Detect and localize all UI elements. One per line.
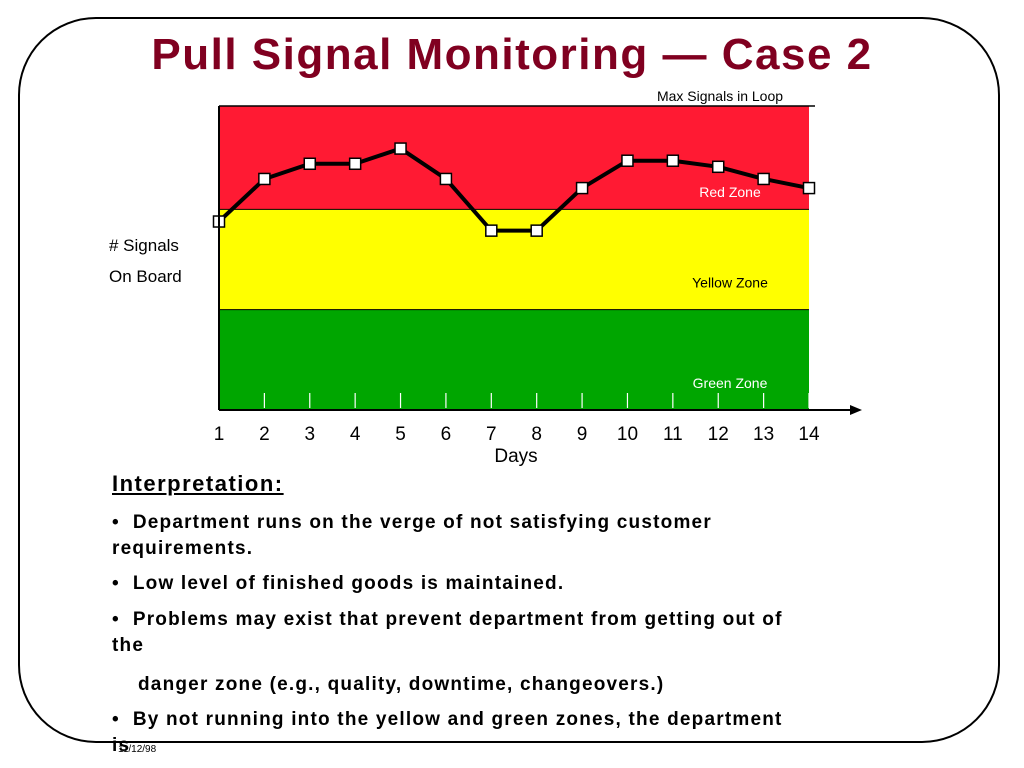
data-point [757,172,770,186]
bullet-item: • By not running into the yellow and gre… [112,707,912,759]
zone-label: Red Zone [699,184,761,200]
bullet-item: • Department runs on the verge of not sa… [112,510,912,562]
x-tick-label: 8 [531,424,542,445]
zone-band [219,209,809,310]
x-tick-label: 6 [441,424,452,445]
x-tick-label: 13 [753,424,774,445]
bullet-item-continued: danger zone (e.g., quality, downtime, ch… [138,672,938,698]
bullet-text: danger zone (e.g., quality, downtime, ch… [138,674,665,695]
bullet-text: By not running into the yellow and green… [132,709,783,730]
bullet-text: Department runs on the verge of not sati… [132,512,712,533]
data-point [711,160,725,174]
x-axis-label: Days [494,446,537,467]
x-tick-label: 12 [708,424,729,445]
data-point [348,157,362,171]
bullet-text-continued: is [112,735,131,757]
bullet-text: Low level of finished goods is maintaine… [132,573,565,594]
bullet-item: • Problems may exist that prevent depart… [112,607,912,659]
bullet-text-continued: the [112,635,145,657]
bullet-marker: • [112,709,120,730]
x-tick-label: 10 [617,424,638,445]
bullet-marker: • [112,573,120,594]
series-line [217,146,810,233]
bullet-text: Problems may exist that prevent departme… [132,609,783,630]
data-point [530,224,543,237]
data-point [802,181,816,195]
bullet-marker: • [112,512,120,533]
x-tick-label: 1 [214,424,225,445]
x-tick-label: 2 [259,424,270,445]
bullet-text-continued: requirements. [112,538,254,560]
data-point [258,172,271,186]
slide-frame [18,17,1000,743]
x-tick-label: 14 [798,424,820,445]
footer-date: 11/12/98 [118,744,157,755]
data-point [394,142,407,155]
max-signals-label: Max Signals in Loop [657,88,783,104]
zone-label: Green Zone [693,375,768,391]
data-point [621,154,634,167]
y-axis-label-line-2: On Board [109,267,182,286]
zone-band [219,106,809,210]
x-tick-label: 11 [663,424,683,445]
data-point [575,181,589,195]
x-axis-arrow [850,405,862,415]
zone-band [219,309,809,410]
x-tick-label: 9 [577,424,588,445]
x-tick-label: 4 [350,424,361,445]
bullet-marker: • [112,609,120,630]
x-tick-label: 5 [395,424,406,445]
x-tick-label: 7 [486,424,497,445]
page-title: Pull Signal Monitoring — Case 2 [151,30,873,79]
interpretation-heading: Interpretation: [112,471,284,496]
y-axis-label-line-1: # Signals [109,236,179,255]
zone-label: Yellow Zone [692,275,768,291]
bullet-item: • Low level of finished goods is maintai… [112,571,912,597]
data-point [666,154,680,167]
data-point [303,157,317,171]
x-tick-label: 3 [304,424,315,445]
data-point [485,224,498,237]
data-point [439,172,453,186]
